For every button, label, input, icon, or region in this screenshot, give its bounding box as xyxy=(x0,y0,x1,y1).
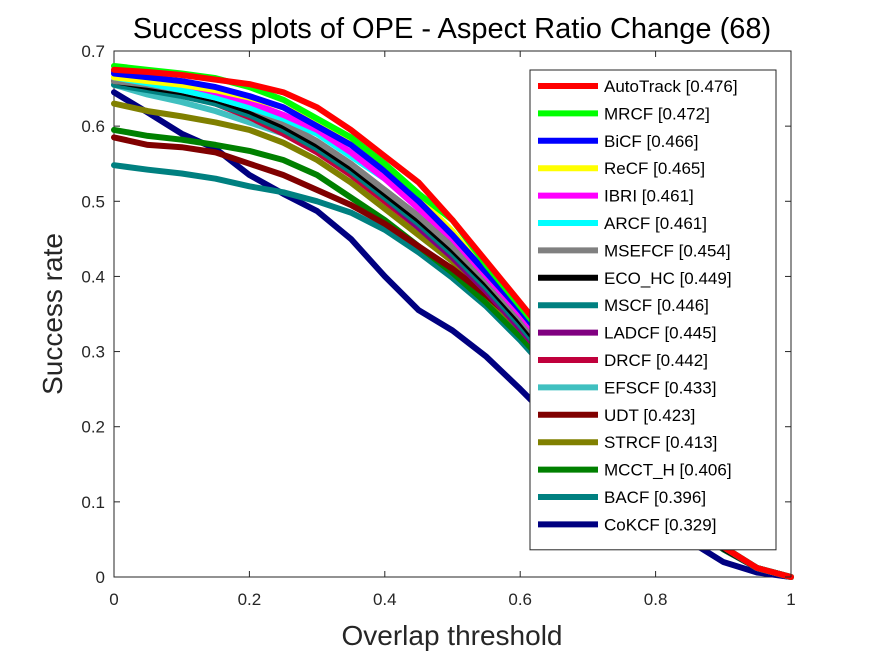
legend-label: MSCF [0.446] xyxy=(604,296,709,315)
x-axis-label: Overlap threshold xyxy=(341,620,562,651)
y-tick-label: 0.1 xyxy=(81,493,105,512)
y-tick-label: 0.4 xyxy=(81,267,105,286)
x-tick-label: 0 xyxy=(109,590,118,609)
y-tick-label: 0.3 xyxy=(81,343,105,362)
legend-label: LADCF [0.445] xyxy=(604,324,716,343)
legend-label: BACF [0.396] xyxy=(604,488,706,507)
legend-label: ECO_HC [0.449] xyxy=(604,269,732,288)
legend-label: ARCF [0.461] xyxy=(604,214,707,233)
axes-layer: 0 0.2 0.4 0.6 0.8 1 0 0.1 0.2 0.3 0.4 0.5 0.6 0.7 xyxy=(81,42,795,609)
legend-label: MRCF [0.472] xyxy=(604,104,710,123)
legend-label: DRCF [0.442] xyxy=(604,351,708,370)
legend-label: EFSCF [0.433] xyxy=(604,378,716,397)
y-tick-label: 0 xyxy=(96,568,105,587)
x-tick-label: 0.8 xyxy=(644,590,668,609)
legend-label: MSEFCF [0.454] xyxy=(604,241,731,260)
y-tick-label: 0.6 xyxy=(81,117,105,136)
x-tick-label: 0.4 xyxy=(373,590,397,609)
x-tick-label: 0.2 xyxy=(238,590,262,609)
legend-label: MCCT_H [0.406] xyxy=(604,461,732,480)
y-tick-label: 0.5 xyxy=(81,192,105,211)
legend: AutoTrack [0.476] MRCF [0.472] BiCF [0.466… xyxy=(529,69,777,551)
legend-label: CoKCF [0.329] xyxy=(604,515,716,534)
chart-title: Success plots of OPE - Aspect Ratio Chan… xyxy=(133,13,771,45)
y-axis-label: Success rate xyxy=(37,233,68,395)
legend-label: AutoTrack [0.476] xyxy=(604,77,738,96)
x-tick-label: 0.6 xyxy=(508,590,532,609)
legend-label: ReCF [0.465] xyxy=(604,159,705,178)
legend-label: BiCF [0.466] xyxy=(604,132,699,151)
y-tick-label: 0.7 xyxy=(81,42,105,61)
legend-label: IBRI [0.461] xyxy=(604,187,694,206)
y-tick-label: 0.2 xyxy=(81,418,105,437)
legend-label: UDT [0.423] xyxy=(604,406,695,425)
x-tick-label: 1 xyxy=(786,590,795,609)
legend-label: STRCF [0.413] xyxy=(604,433,717,452)
